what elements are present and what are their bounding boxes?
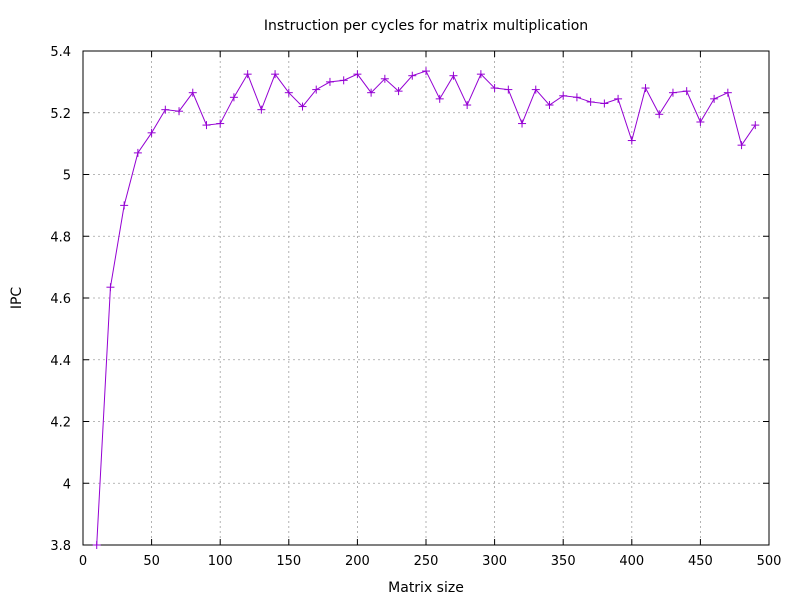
data-point bbox=[120, 201, 129, 210]
data-point bbox=[92, 541, 101, 549]
data-point bbox=[641, 84, 650, 93]
data-point bbox=[627, 136, 636, 145]
data-point bbox=[229, 93, 238, 102]
data-point bbox=[682, 87, 691, 96]
data-point bbox=[737, 141, 746, 150]
y-tick-label: 4 bbox=[63, 477, 71, 492]
y-tick-label: 3.8 bbox=[50, 539, 71, 554]
data-point bbox=[161, 105, 170, 114]
data-point bbox=[696, 118, 705, 127]
x-tick-label: 250 bbox=[414, 554, 439, 569]
x-tick-label: 450 bbox=[688, 554, 713, 569]
data-point bbox=[449, 71, 458, 80]
x-tick-label: 200 bbox=[345, 554, 370, 569]
tick-layer: 0 50 100 150 200 250 300 350 400 450 500 3.8 4 4.2 4.4… bbox=[50, 45, 781, 569]
data-point bbox=[723, 88, 732, 97]
data-point bbox=[572, 93, 581, 102]
data-point bbox=[751, 121, 760, 130]
data-point bbox=[271, 70, 280, 79]
data-point bbox=[422, 67, 430, 76]
data-point bbox=[312, 85, 321, 94]
y-tick-label: 4.8 bbox=[50, 230, 71, 245]
data-point bbox=[380, 74, 389, 83]
data-point bbox=[133, 148, 142, 157]
grid-layer bbox=[83, 51, 769, 545]
data-point bbox=[284, 88, 293, 97]
data-point bbox=[710, 94, 719, 103]
data-point bbox=[614, 94, 623, 103]
x-tick-label: 300 bbox=[482, 554, 507, 569]
data-point bbox=[600, 99, 609, 108]
x-tick-label: 350 bbox=[551, 554, 576, 569]
y-tick-label: 5.2 bbox=[50, 107, 71, 122]
data-point bbox=[435, 94, 444, 103]
data-point bbox=[545, 101, 554, 110]
data-point bbox=[353, 70, 362, 79]
x-tick-label: 50 bbox=[143, 554, 160, 569]
data-point bbox=[586, 97, 595, 106]
data-point bbox=[518, 119, 527, 128]
y-axis-label: IPC bbox=[9, 287, 25, 310]
data-point bbox=[216, 119, 225, 128]
y-tick-label: 4.4 bbox=[50, 354, 71, 369]
chart-title: Instruction per cycles for matrix multip… bbox=[264, 18, 588, 34]
data-point bbox=[298, 102, 307, 111]
data-point bbox=[147, 128, 156, 137]
data-point bbox=[531, 85, 540, 94]
data-point bbox=[559, 91, 568, 100]
data-point bbox=[504, 85, 513, 94]
data-point bbox=[325, 77, 334, 86]
data-point bbox=[367, 88, 376, 97]
data-point bbox=[175, 107, 184, 116]
data-point bbox=[408, 71, 417, 80]
data-point bbox=[339, 76, 348, 85]
y-tick-label: 4.2 bbox=[50, 416, 71, 431]
series-layer bbox=[92, 67, 760, 549]
data-point bbox=[463, 101, 472, 110]
data-point bbox=[394, 87, 403, 96]
x-tick-label: 150 bbox=[276, 554, 301, 569]
data-point bbox=[476, 70, 485, 79]
data-point bbox=[106, 283, 115, 292]
y-tick-label: 5.4 bbox=[50, 45, 71, 60]
x-tick-label: 0 bbox=[79, 554, 87, 569]
data-point bbox=[188, 88, 197, 97]
x-axis-label: Matrix size bbox=[388, 580, 464, 596]
data-point bbox=[243, 70, 252, 79]
y-tick-label: 5 bbox=[63, 169, 71, 184]
x-tick-label: 400 bbox=[619, 554, 644, 569]
y-tick-label: 4.6 bbox=[50, 292, 71, 307]
x-tick-label: 100 bbox=[208, 554, 233, 569]
data-point bbox=[668, 88, 677, 97]
data-point bbox=[655, 110, 664, 119]
data-point bbox=[257, 105, 266, 114]
data-point bbox=[202, 121, 211, 130]
data-point bbox=[490, 84, 499, 93]
x-tick-label: 500 bbox=[757, 554, 782, 569]
